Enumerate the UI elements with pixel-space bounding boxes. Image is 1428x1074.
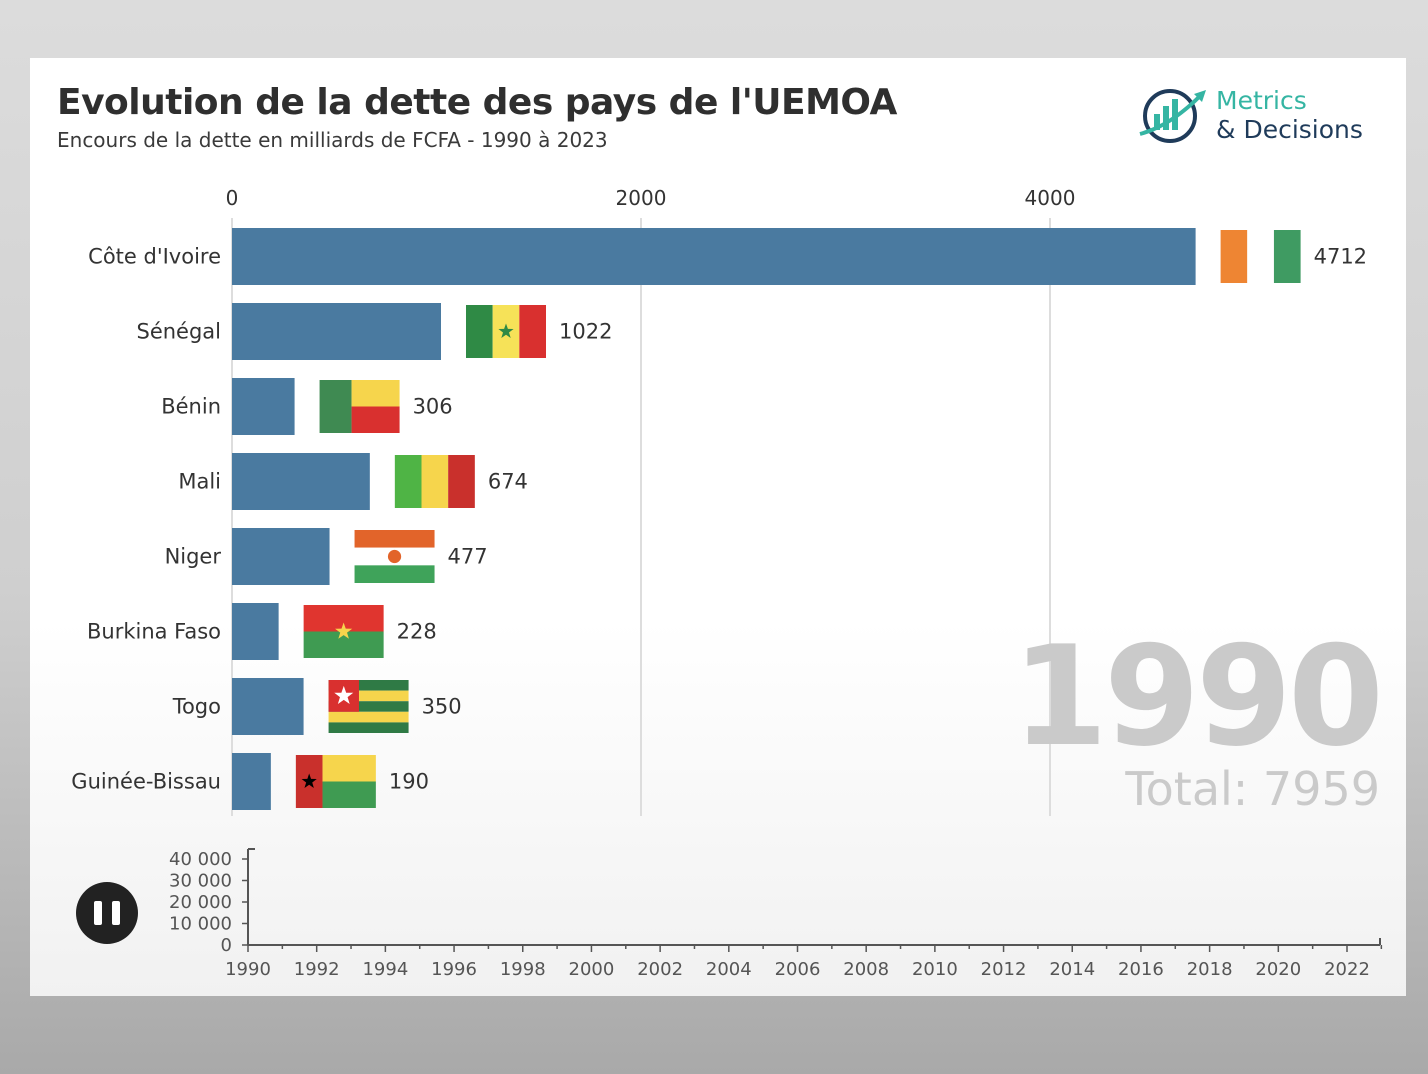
timeline-x-tick-label: 2002 (637, 959, 683, 980)
flag-tgo-icon (328, 680, 409, 733)
bar-value-label: 4712 (1314, 245, 1367, 269)
bar (232, 228, 1196, 285)
flag-bfa-icon (303, 605, 384, 658)
bar-value-label: 350 (422, 695, 462, 719)
timeline-x-tick-label: 1994 (362, 959, 408, 980)
bar-category-label: Mali (178, 470, 221, 494)
bar (232, 378, 295, 435)
timeline-y-tick-label: 30 000 (169, 871, 232, 892)
logo-text-decisions: & Decisions (1216, 115, 1363, 144)
chart-area: 0 2000 4000 Côte d'Ivoire 4712 Sénégal 1022 Bén… (71, 186, 1383, 980)
x-tick-label: 2000 (616, 186, 667, 210)
chart-card: Evolution de la dette des pays de l'UEMO… (30, 58, 1406, 996)
bar-category-label: Togo (172, 695, 221, 719)
timeline-x-tick-label: 1990 (225, 959, 271, 980)
current-year: 1990 (1011, 616, 1384, 777)
x-tick-label: 0 (226, 186, 239, 210)
flag-civ-icon (1220, 230, 1301, 283)
timeline-y-tick-label: 10 000 (169, 914, 232, 935)
pause-button[interactable] (76, 882, 138, 944)
timeline-y-tick-label: 0 (221, 935, 232, 956)
bar (232, 753, 271, 810)
flag-ben-icon (319, 380, 400, 433)
pause-icon-bar (112, 901, 120, 925)
chart-subtitle: Encours de la dette en milliards de FCFA… (57, 128, 608, 152)
bar (232, 453, 370, 510)
bar-value-label: 674 (488, 470, 528, 494)
chart-title: Evolution de la dette des pays de l'UEMO… (57, 82, 897, 123)
metrics-decisions-logo: Metrics & Decisions (1134, 82, 1384, 152)
pause-icon (94, 901, 102, 925)
bar-value-label: 190 (389, 770, 429, 794)
timeline-x-tick-label: 2010 (912, 959, 958, 980)
timeline-x-tick-label: 2022 (1324, 959, 1370, 980)
timeline-x-tick-label: 1998 (500, 959, 546, 980)
timeline-x-tick-label: 2000 (569, 959, 615, 980)
bar (232, 303, 441, 360)
timeline-x-tick-label: 2008 (843, 959, 889, 980)
logo-icon (1139, 89, 1206, 143)
bar (232, 603, 279, 660)
bar-category-label: Guinée-Bissau (71, 770, 221, 794)
timeline-x-tick-label: 2014 (1049, 959, 1095, 980)
bar-value-label: 477 (448, 545, 488, 569)
timeline-x-tick-label: 2004 (706, 959, 752, 980)
bar-value-label: 228 (397, 620, 437, 644)
timeline-x-tick-label: 1996 (431, 959, 477, 980)
bar (232, 528, 330, 585)
bar-category-label: Sénégal (136, 320, 221, 344)
bar-category-label: Burkina Faso (87, 620, 221, 644)
bar-category-label: Côte d'Ivoire (88, 245, 221, 269)
bar-category-label: Niger (165, 545, 222, 569)
timeline-x-tick-label: 2006 (775, 959, 821, 980)
flag-mli-icon (394, 455, 475, 508)
timeline-x-tick-label: 2016 (1118, 959, 1164, 980)
bar-category-label: Bénin (161, 395, 221, 419)
timeline-x-tick-label: 1992 (294, 959, 340, 980)
timeline-x-tick-label: 2020 (1255, 959, 1301, 980)
bar (232, 678, 304, 735)
flag-sen-icon (465, 305, 546, 358)
timeline-x-tick-label: 2012 (981, 959, 1027, 980)
timeline-y-tick-label: 40 000 (169, 849, 232, 870)
x-tick-label: 4000 (1025, 186, 1076, 210)
total-debt: Total: 7959 (1125, 762, 1380, 816)
timeline-x-tick-label: 2018 (1187, 959, 1233, 980)
bar-value-label: 1022 (559, 320, 612, 344)
timeline-y-tick-label: 20 000 (169, 892, 232, 913)
flag-ner-icon (354, 530, 435, 583)
logo-text-metrics: Metrics (1216, 86, 1307, 115)
flag-gnb-icon (295, 755, 376, 808)
bar-value-label: 306 (413, 395, 453, 419)
